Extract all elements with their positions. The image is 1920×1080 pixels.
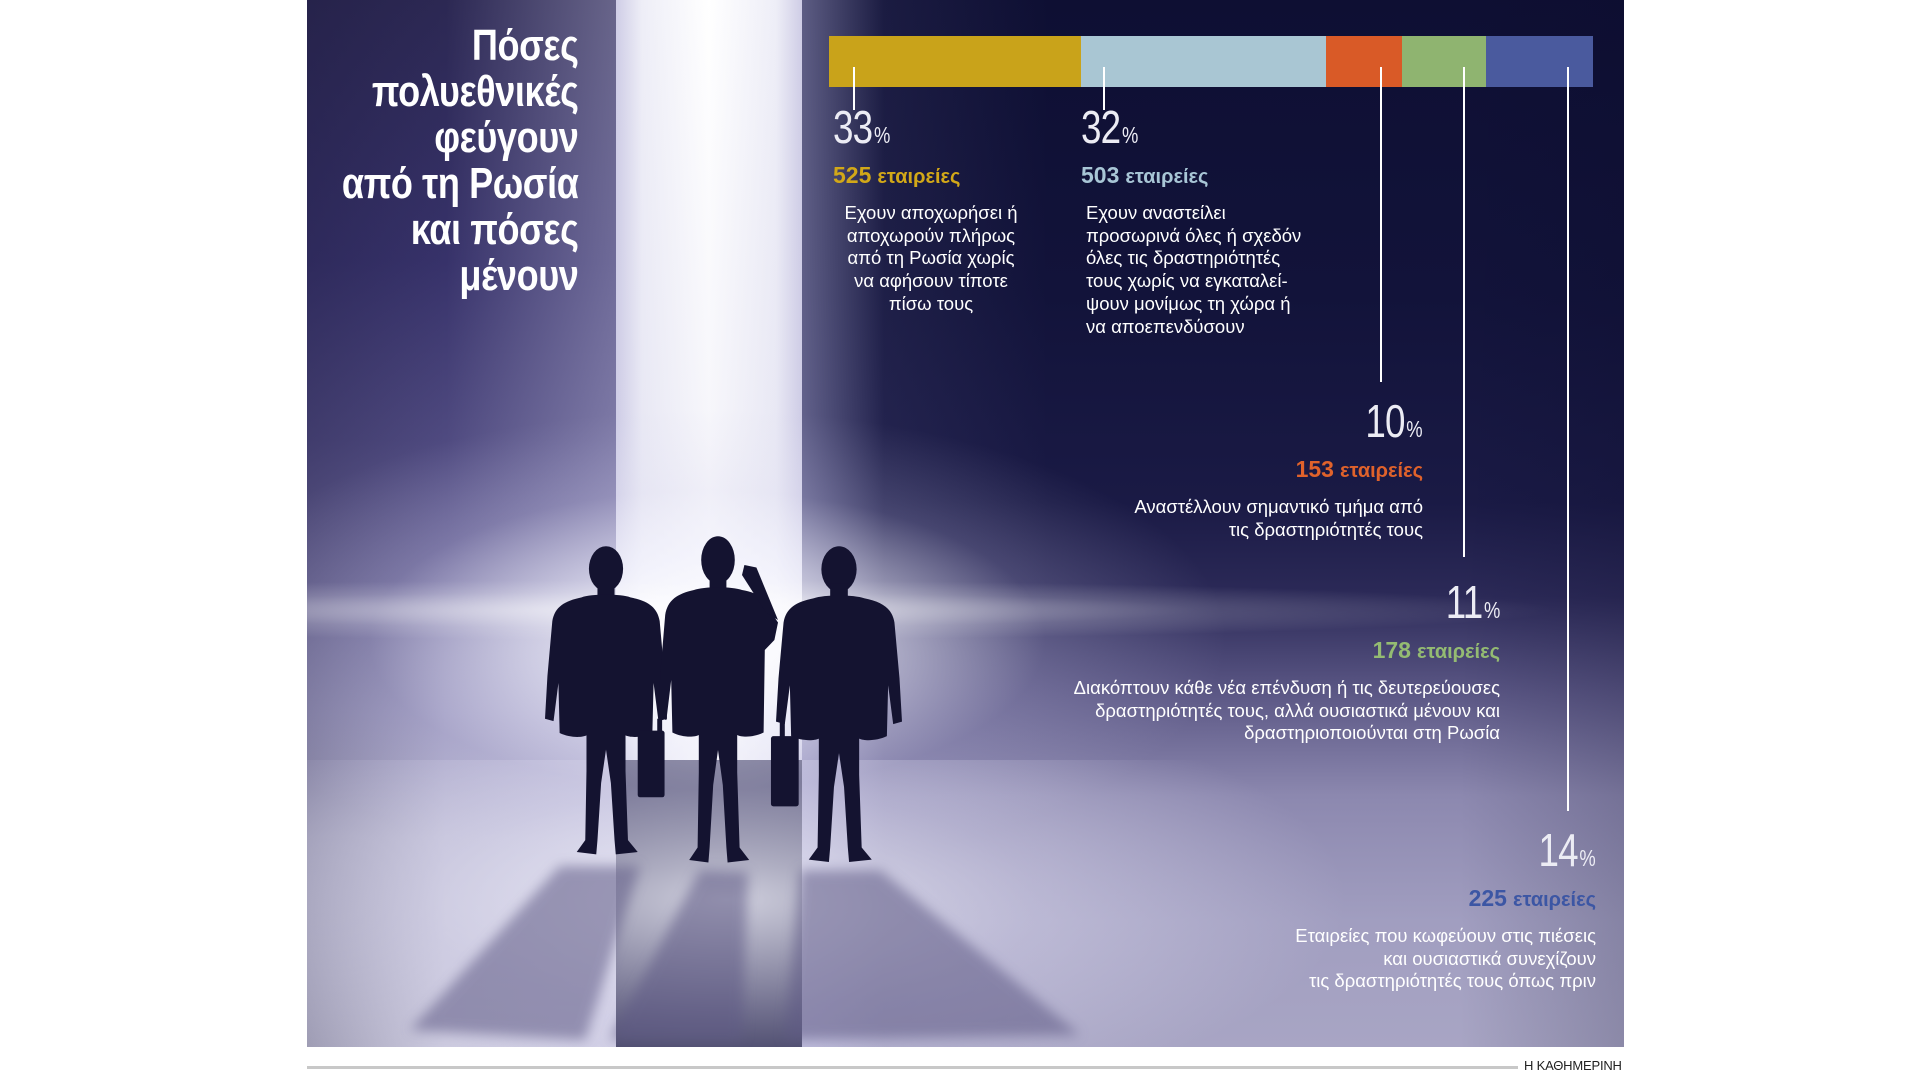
segment-description: Εχουν αποχωρήσει ή αποχωρούν πλήρως από … bbox=[844, 202, 1018, 314]
bar-segment-5 bbox=[1486, 36, 1593, 87]
count-number: 153 bbox=[1295, 456, 1334, 482]
count-label: 178 εταιρείες bbox=[1074, 630, 1500, 670]
count-unit: εταιρείες bbox=[1512, 889, 1596, 911]
segment-label-4: 11% 178 εταιρείες Διακόπτουν κάθε νέα επέ… bbox=[1074, 579, 1500, 745]
leader-line-1 bbox=[853, 67, 856, 110]
value-number: 32 bbox=[1081, 101, 1121, 153]
segment-label-1: 33% 525 εταιρείες Εχουν αποχωρήσει ή αποχ… bbox=[833, 104, 1029, 316]
count-unit: εταιρείες bbox=[877, 166, 961, 188]
briefcase-icon bbox=[637, 718, 665, 798]
floor-shadows bbox=[410, 866, 1080, 1040]
shadow-right-man bbox=[785, 870, 1080, 1040]
segment-label-5: 14% 225 εταιρείες Εταιρείες που κωφεύουν … bbox=[1295, 827, 1596, 993]
count-label: 525 εταιρείες bbox=[833, 155, 1029, 195]
bar-segment-2 bbox=[1081, 36, 1326, 87]
segment-description: Εχουν αναστείλει προσωρινά όλες ή σχεδόν… bbox=[1086, 202, 1302, 337]
leader-line-5 bbox=[1567, 67, 1570, 811]
count-number: 525 bbox=[833, 162, 872, 188]
value-unit: % bbox=[1406, 416, 1423, 442]
value-unit: % bbox=[1579, 845, 1596, 871]
leader-line-3 bbox=[1380, 67, 1383, 382]
segment-description: Διακόπτουν κάθε νέα επένδυση ή τις δευτε… bbox=[1073, 677, 1500, 744]
value-label: 33% bbox=[833, 104, 990, 150]
value-unit: % bbox=[873, 122, 891, 148]
bar-segment-3 bbox=[1325, 36, 1402, 87]
count-unit: εταιρείες bbox=[1125, 166, 1209, 188]
bar-segment-4 bbox=[1402, 36, 1487, 87]
footer-rule bbox=[307, 1066, 1518, 1069]
value-number: 14 bbox=[1538, 824, 1579, 876]
value-label: 14% bbox=[1355, 827, 1596, 873]
count-label: 153 εταιρείες bbox=[1134, 449, 1423, 489]
count-unit: εταιρείες bbox=[1339, 460, 1423, 482]
value-number: 11 bbox=[1445, 576, 1483, 628]
count-number: 225 bbox=[1468, 885, 1507, 911]
leader-line-4 bbox=[1463, 67, 1466, 557]
leader-line-2 bbox=[1103, 67, 1106, 110]
businessman-silhouette-left bbox=[545, 546, 667, 855]
value-unit: % bbox=[1483, 597, 1500, 623]
value-label: 11% bbox=[1159, 579, 1500, 625]
businessman-silhouette-right bbox=[770, 546, 902, 863]
shadow-left-man bbox=[410, 866, 640, 1040]
segment-label-2: 32% 503 εταιρείες Εχουν αναστείλει προσωρ… bbox=[1081, 104, 1301, 338]
count-unit: εταιρείες bbox=[1416, 641, 1500, 663]
value-number: 33 bbox=[833, 101, 873, 153]
bar-segment-1 bbox=[829, 36, 1082, 87]
value-label: 32% bbox=[1081, 104, 1257, 150]
count-number: 503 bbox=[1081, 162, 1120, 188]
segment-description: Εταιρείες που κωφεύουν στις πιέσεις και … bbox=[1295, 925, 1596, 992]
count-number: 178 bbox=[1372, 637, 1411, 663]
segment-label-3: 10% 153 εταιρείες Αναστέλλουν σημαντικό τ… bbox=[1134, 398, 1423, 541]
publisher-credit: Η ΚΑΘΗΜΕΡΙΝΗ bbox=[1524, 1058, 1622, 1073]
value-label: 10% bbox=[1192, 398, 1423, 444]
count-label: 225 εταιρείες bbox=[1295, 878, 1596, 918]
chart-title: Πόσες πολυεθνικές φεύγουν από τη Ρωσία κ… bbox=[341, 21, 578, 300]
segment-description: Αναστέλλουν σημαντικό τμήμα από τις δρασ… bbox=[1134, 496, 1423, 540]
count-label: 503 εταιρείες bbox=[1081, 155, 1301, 195]
shadow-middle-man bbox=[610, 870, 748, 1040]
businessman-silhouette-middle bbox=[658, 536, 778, 863]
briefcase-icon bbox=[770, 721, 799, 807]
light-streak bbox=[307, 578, 1624, 642]
value-unit: % bbox=[1121, 122, 1139, 148]
value-number: 10 bbox=[1365, 395, 1406, 447]
